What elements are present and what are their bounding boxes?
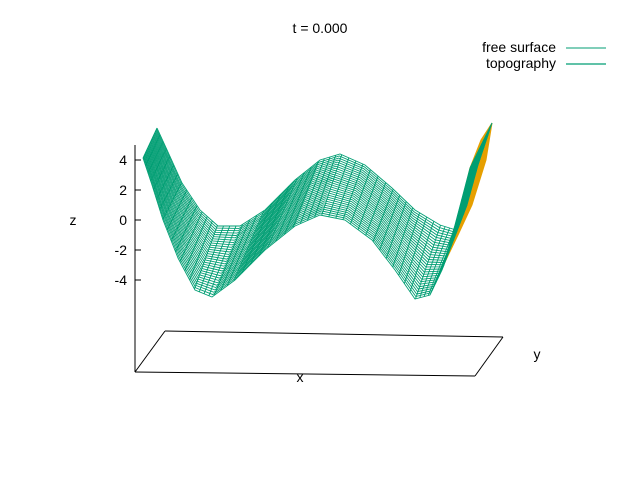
surface-line-x: [203, 225, 231, 294]
surface-line-x: [357, 175, 379, 230]
surface-line-x: [449, 181, 474, 244]
surface-line-x: [153, 155, 171, 190]
base-edge-front: [134, 371, 476, 377]
base-edge-left: [134, 330, 166, 373]
surface-line-x: [233, 210, 265, 282]
surface-line-x: [349, 169, 371, 225]
surface-line-x: [307, 156, 331, 221]
surface-line-x: [267, 178, 298, 249]
surface-line-x: [328, 157, 350, 217]
surface-line-x: [469, 122, 493, 169]
surface-line-x: [299, 158, 325, 224]
z-tick-label: 4: [119, 152, 127, 168]
surface-line-x: [220, 219, 251, 291]
surface-line-x: [392, 207, 414, 268]
surface-line-x: [427, 229, 455, 296]
z-tick-label: -4: [115, 272, 128, 288]
surface-line-x: [175, 205, 198, 252]
legend: free surface topography: [482, 39, 606, 71]
z-tick-label: 0: [119, 212, 127, 228]
surface-line-x: [465, 134, 489, 185]
surface-line-x: [461, 146, 485, 201]
surface-line-x: [193, 225, 218, 290]
surface-line-x: [403, 216, 428, 284]
surface-line-x: [314, 155, 337, 218]
surface-line-x: [213, 224, 243, 296]
surface-line-x: [150, 148, 167, 182]
surface-line-x: [398, 212, 421, 276]
surface-line-x: [321, 154, 343, 216]
y-axis-label: y: [534, 346, 541, 362]
surface-line-x: [170, 197, 193, 242]
surface-line-x: [198, 225, 224, 292]
surface-line-x: [179, 211, 203, 262]
surface-line-x: [441, 204, 468, 270]
surface-line-x: [156, 164, 175, 200]
surface-line-x: [275, 172, 305, 242]
surface-line-x: [372, 188, 394, 242]
z-tick-label: -2: [115, 242, 128, 258]
surface-line-x: [142, 127, 158, 159]
z-tick-label: 2: [119, 182, 127, 198]
surface-line-x: [452, 170, 477, 232]
surface-line-x: [409, 221, 435, 292]
surface-mesh: [142, 122, 493, 300]
surface-line-x: [145, 134, 161, 166]
surface-line-x: [456, 158, 481, 217]
surface-line-x: [379, 195, 401, 251]
surface-line-x: [342, 163, 364, 220]
z-tick-labels: 4 2 0 -2 -4: [115, 152, 128, 288]
base-edge-back: [164, 330, 504, 338]
legend-label-free-surface: free surface: [482, 39, 556, 55]
base-edge-right: [474, 336, 504, 377]
base-plane: [134, 145, 504, 377]
surface-line-x: [415, 225, 441, 300]
surface-line-x: [162, 182, 183, 220]
surface-line-x: [189, 220, 213, 281]
surface-line-x: [419, 226, 446, 298]
chart-title: t = 0.000: [293, 20, 348, 36]
surface-line-x: [147, 141, 164, 174]
x-axis-label: x: [297, 369, 304, 385]
surface-line-x: [241, 202, 273, 274]
z-axis-label: z: [70, 212, 77, 228]
surface-line-x: [184, 216, 208, 271]
surface-line-x: [292, 161, 319, 228]
surface-line-x: [365, 182, 387, 236]
surface-line-x: [445, 192, 471, 257]
surface-line-x: [159, 173, 179, 210]
surface-line-x: [226, 215, 258, 286]
surface-line-x: [250, 194, 281, 265]
surface-line-x: [258, 185, 290, 257]
z-axis-ticks: [135, 159, 141, 281]
surface-line-x: [423, 227, 451, 297]
surface-line-x: [335, 160, 357, 219]
surface-line-x: [284, 166, 312, 235]
surface-line-x: [208, 225, 237, 296]
legend-label-topography: topography: [486, 55, 556, 71]
surface-line-x: [385, 201, 407, 259]
surface-line-x: [166, 189, 188, 231]
